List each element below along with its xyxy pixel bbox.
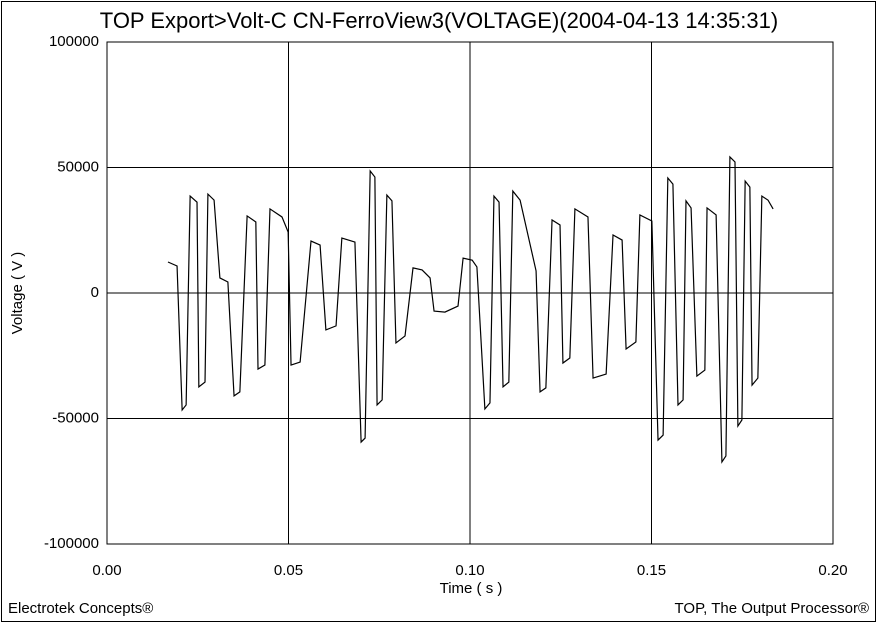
footer-left: Electrotek Concepts® [8, 600, 153, 617]
y-tick-label: -100000 [44, 535, 99, 552]
x-tick-label: 0.15 [637, 562, 666, 579]
y-tick-label: 0 [91, 284, 99, 301]
x-tick-label: 0.20 [818, 562, 847, 579]
x-axis-label: Time ( s ) [440, 580, 503, 597]
y-tick-label: 50000 [57, 158, 99, 175]
footer-right: TOP, The Output Processor® [675, 600, 869, 617]
voltage-line [167, 155, 774, 464]
x-tick-label: 0.05 [274, 562, 303, 579]
chart-title: TOP Export>Volt-C CN-FerroView3(VOLTAGE)… [100, 8, 778, 33]
x-tick-label: 0.10 [455, 562, 484, 579]
x-tick-label: 0.00 [92, 562, 121, 579]
y-axis-label: Voltage ( V ) [9, 252, 26, 335]
y-tick-label: -50000 [52, 409, 99, 426]
plot-area [106, 41, 834, 545]
y-tick-label: 100000 [49, 33, 99, 50]
